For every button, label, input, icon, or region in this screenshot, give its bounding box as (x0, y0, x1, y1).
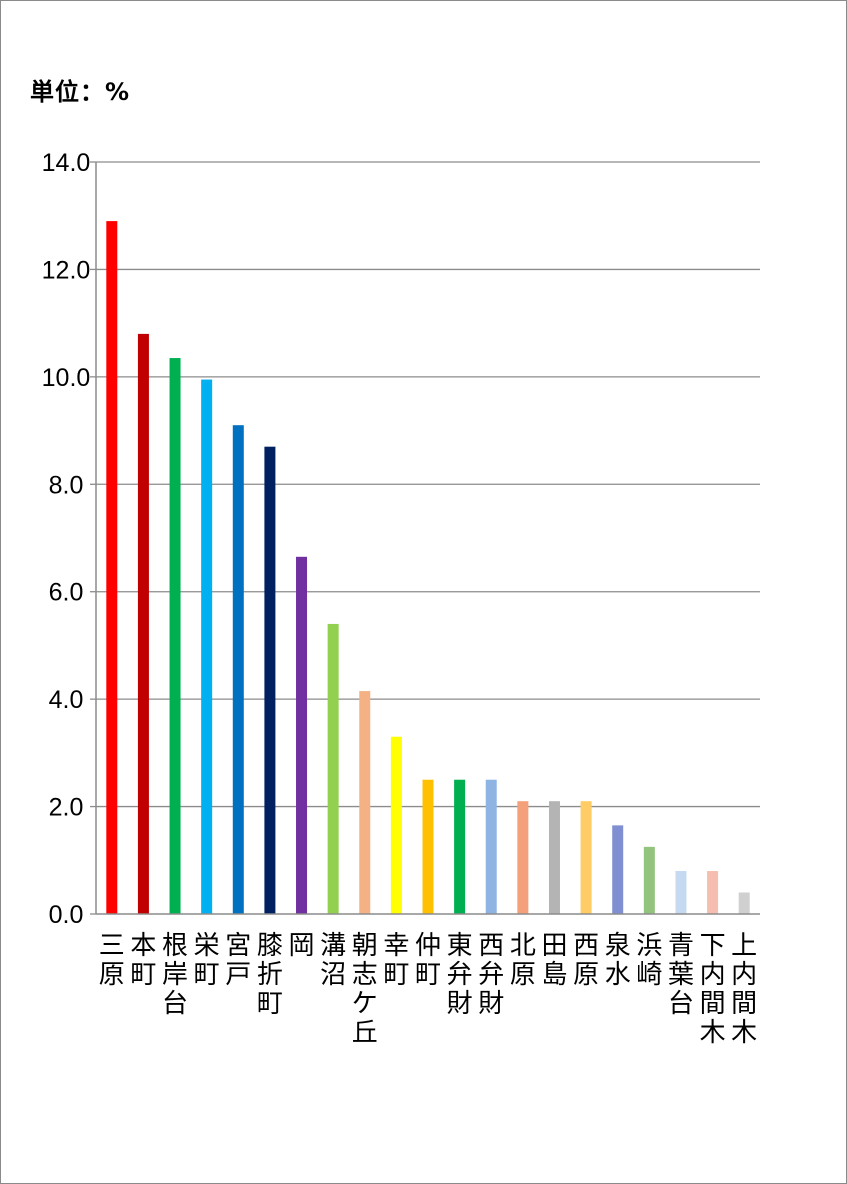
x-tick-label: 浜崎 (636, 931, 662, 990)
bar (707, 871, 719, 914)
y-tick-label: 12.0 (42, 256, 91, 284)
bar (675, 871, 687, 914)
bar (454, 779, 466, 914)
bar (232, 425, 244, 914)
bar (517, 801, 529, 914)
x-tick-label: 幸町 (383, 931, 409, 990)
x-tick-label: 溝沼 (320, 931, 346, 990)
x-tick-label: 上内間木 (731, 931, 757, 1048)
x-tick-label: 宮戸 (225, 931, 251, 990)
x-tick-label: 栄町 (194, 931, 220, 990)
unit-label: 単位：% (30, 78, 131, 106)
bar (359, 691, 371, 914)
bar (296, 556, 308, 914)
x-tick-label: 根岸台 (162, 931, 188, 1019)
x-tick-label: 東弁財 (447, 931, 473, 1019)
bar (548, 801, 560, 914)
bar (738, 892, 750, 914)
x-tick-label: 本町 (130, 931, 156, 990)
x-tick-label: 田島 (541, 931, 567, 990)
x-tick-label: 北原 (510, 931, 536, 990)
x-tick-label: 膝折町 (257, 931, 283, 1019)
bar (422, 779, 434, 914)
x-tick-label: 泉水 (605, 931, 631, 990)
y-tick-label: 8.0 (49, 471, 84, 499)
bar (580, 801, 592, 914)
x-tick-label: 西弁財 (478, 931, 504, 1019)
bar (264, 446, 276, 914)
bar (643, 846, 655, 914)
bar (485, 779, 497, 914)
x-tick-label: 三原 (99, 931, 125, 990)
y-tick-label: 4.0 (49, 686, 84, 714)
x-tick-label: 岡 (289, 931, 315, 961)
x-tick-label: 青葉台 (668, 931, 694, 1019)
bar (169, 358, 181, 914)
bar (106, 221, 118, 915)
x-tick-label: 西原 (573, 931, 599, 990)
bar (612, 825, 624, 914)
y-tick-label: 2.0 (49, 794, 84, 822)
y-tick-label: 6.0 (49, 579, 84, 607)
x-tick-label: 下内間木 (700, 931, 726, 1048)
bar (327, 623, 339, 914)
x-tick-label: 仲町 (415, 931, 441, 990)
y-tick-label: 0.0 (49, 901, 84, 929)
x-tick-label: 朝志ケ丘 (352, 931, 378, 1048)
y-tick-label: 14.0 (42, 149, 91, 177)
y-tick-label: 10.0 (42, 364, 91, 392)
bar (137, 333, 149, 914)
bar (201, 379, 213, 914)
bar (390, 736, 402, 914)
